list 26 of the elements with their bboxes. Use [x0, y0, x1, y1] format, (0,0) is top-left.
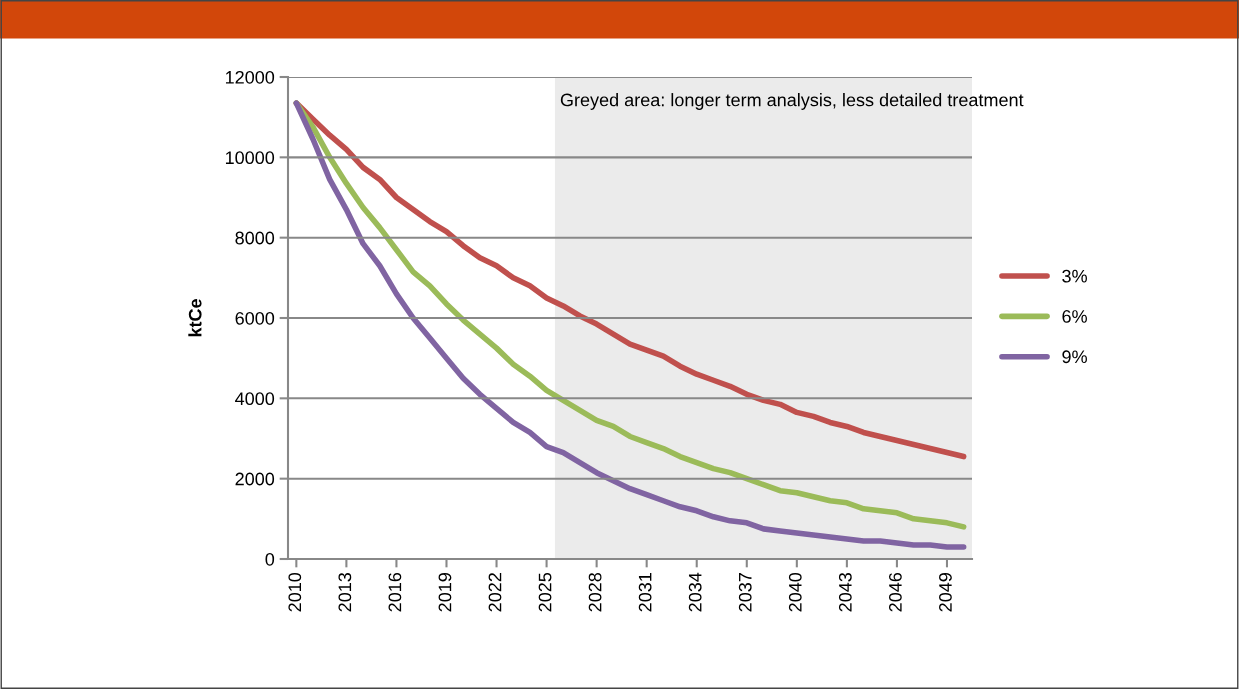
legend-label: 9%	[1062, 350, 1087, 364]
x-tick-label: 2040	[788, 572, 802, 612]
x-tick-label: 2019	[438, 573, 452, 612]
x-tick-label: 2043	[838, 572, 852, 612]
x-tick-label: 2049	[939, 573, 952, 612]
y-axis-title: ktCe	[188, 299, 202, 337]
y-tick-label: 6000	[235, 311, 275, 325]
x-tick-label: 2037	[738, 573, 752, 612]
y-tick-label: 2000	[235, 472, 275, 486]
y-tick-label: 10000	[225, 151, 275, 165]
legend-label: 6%	[1062, 310, 1087, 323]
x-tick-label: 2010	[288, 572, 302, 612]
x-tick-label: 2031	[638, 573, 652, 612]
legend-label: 3%	[1062, 269, 1087, 283]
band-label: Greyed area: longer term analysis, less detailed treatment	[560, 93, 1024, 110]
x-tick-label: 2034	[688, 572, 702, 612]
y-tick-label: 8000	[235, 231, 275, 245]
x-tick-label: 2022	[488, 573, 502, 612]
x-tick-label: 2025	[538, 572, 552, 612]
y-tick-label: 12000	[225, 70, 275, 84]
x-tick-label: 2028	[588, 572, 602, 612]
y-tick-label: 4000	[235, 392, 275, 406]
x-tick-label: 2046	[888, 572, 902, 612]
x-tick-label: 2016	[388, 572, 402, 612]
y-tick-label: 0	[265, 552, 275, 566]
x-tick-label: 2013	[338, 572, 352, 612]
